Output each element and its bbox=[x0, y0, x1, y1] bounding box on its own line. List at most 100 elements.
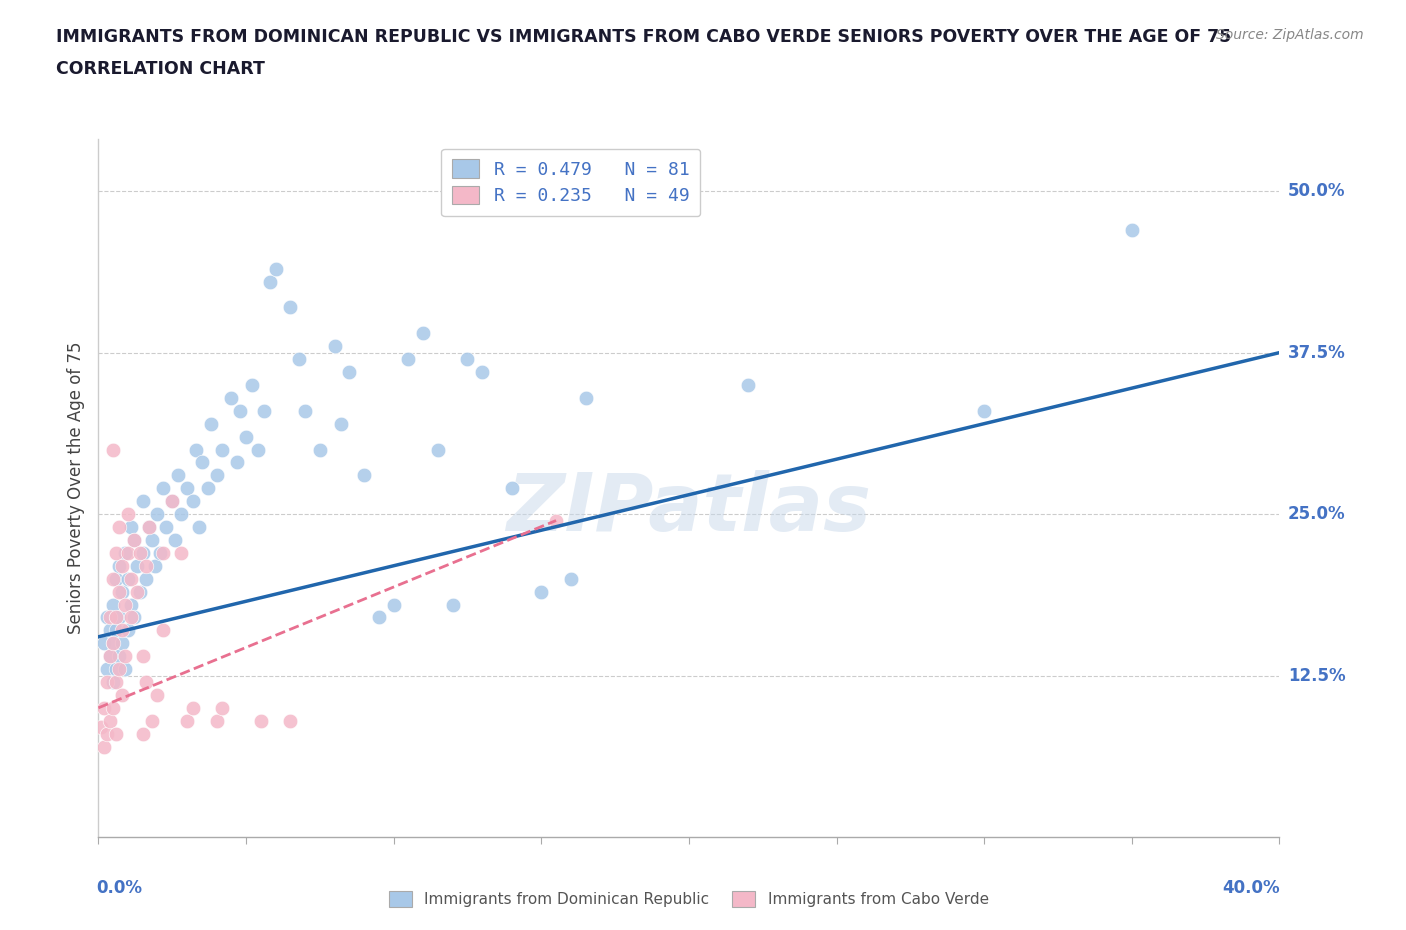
Point bbox=[96, 610, 118, 625]
Point bbox=[117, 545, 139, 560]
Point bbox=[329, 417, 352, 432]
Point bbox=[138, 520, 160, 535]
Point bbox=[441, 597, 464, 612]
Point bbox=[211, 442, 233, 457]
Point bbox=[165, 533, 187, 548]
Point bbox=[98, 649, 121, 664]
Point bbox=[111, 687, 134, 702]
Point bbox=[132, 649, 155, 664]
Point bbox=[117, 623, 139, 638]
Text: Source: ZipAtlas.com: Source: ZipAtlas.com bbox=[1216, 28, 1364, 42]
Point bbox=[226, 455, 249, 470]
Point bbox=[396, 352, 419, 366]
Point bbox=[114, 597, 136, 612]
Point bbox=[122, 533, 145, 548]
Point bbox=[128, 584, 150, 599]
Point bbox=[90, 720, 112, 735]
Point bbox=[162, 494, 183, 509]
Point bbox=[125, 584, 148, 599]
Point bbox=[141, 713, 163, 728]
Text: 50.0%: 50.0% bbox=[1288, 182, 1346, 200]
Point bbox=[105, 610, 128, 625]
Text: IMMIGRANTS FROM DOMINICAN REPUBLIC VS IMMIGRANTS FROM CABO VERDE SENIORS POVERTY: IMMIGRANTS FROM DOMINICAN REPUBLIC VS IM… bbox=[56, 28, 1232, 46]
Point bbox=[278, 300, 302, 315]
Point bbox=[560, 571, 582, 586]
Point bbox=[105, 661, 128, 676]
Point bbox=[114, 649, 136, 664]
Point bbox=[125, 558, 148, 573]
Point bbox=[120, 571, 142, 586]
Point bbox=[132, 494, 155, 509]
Point bbox=[181, 494, 204, 509]
Point bbox=[240, 378, 263, 392]
Point bbox=[170, 507, 193, 522]
Point bbox=[93, 636, 115, 651]
Point bbox=[96, 726, 118, 741]
Point bbox=[574, 391, 596, 405]
Point bbox=[152, 623, 174, 638]
Point bbox=[427, 442, 450, 457]
Point bbox=[187, 520, 209, 535]
Point bbox=[146, 687, 169, 702]
Point bbox=[253, 404, 276, 418]
Point bbox=[105, 674, 128, 689]
Point bbox=[111, 636, 134, 651]
Point bbox=[138, 520, 160, 535]
Point bbox=[294, 404, 316, 418]
Point bbox=[155, 520, 177, 535]
Point bbox=[149, 545, 172, 560]
Point bbox=[105, 623, 128, 638]
Point bbox=[197, 481, 219, 496]
Point bbox=[205, 468, 228, 483]
Point bbox=[250, 713, 273, 728]
Point bbox=[105, 726, 128, 741]
Point bbox=[114, 545, 136, 560]
Point bbox=[96, 661, 118, 676]
Point bbox=[184, 442, 207, 457]
Point bbox=[103, 636, 125, 651]
Point bbox=[1121, 222, 1143, 237]
Point bbox=[229, 404, 252, 418]
Point bbox=[235, 429, 257, 444]
Point bbox=[117, 571, 139, 586]
Point bbox=[103, 442, 125, 457]
Point bbox=[337, 365, 360, 379]
Point bbox=[105, 545, 128, 560]
Point bbox=[132, 545, 155, 560]
Point bbox=[93, 700, 115, 715]
Point bbox=[259, 274, 281, 289]
Point bbox=[737, 378, 759, 392]
Point bbox=[530, 584, 553, 599]
Text: 25.0%: 25.0% bbox=[1288, 505, 1346, 523]
Point bbox=[98, 649, 121, 664]
Point bbox=[93, 739, 115, 754]
Point bbox=[103, 571, 125, 586]
Point bbox=[170, 545, 193, 560]
Text: 40.0%: 40.0% bbox=[1222, 879, 1279, 897]
Point bbox=[103, 674, 125, 689]
Point bbox=[105, 571, 128, 586]
Point bbox=[111, 623, 134, 638]
Point bbox=[120, 610, 142, 625]
Point bbox=[98, 610, 121, 625]
Point bbox=[111, 584, 134, 599]
Point bbox=[219, 391, 242, 405]
Point bbox=[264, 261, 287, 276]
Point bbox=[176, 481, 198, 496]
Point bbox=[122, 533, 145, 548]
Point bbox=[323, 339, 346, 353]
Point bbox=[152, 545, 174, 560]
Point bbox=[211, 700, 233, 715]
Point bbox=[128, 545, 150, 560]
Point bbox=[108, 610, 131, 625]
Point bbox=[167, 468, 190, 483]
Point bbox=[176, 713, 198, 728]
Point bbox=[108, 558, 131, 573]
Point bbox=[146, 507, 169, 522]
Point bbox=[122, 610, 145, 625]
Point bbox=[246, 442, 269, 457]
Y-axis label: Seniors Poverty Over the Age of 75: Seniors Poverty Over the Age of 75 bbox=[66, 342, 84, 634]
Point bbox=[135, 558, 157, 573]
Point bbox=[135, 674, 157, 689]
Point bbox=[309, 442, 332, 457]
